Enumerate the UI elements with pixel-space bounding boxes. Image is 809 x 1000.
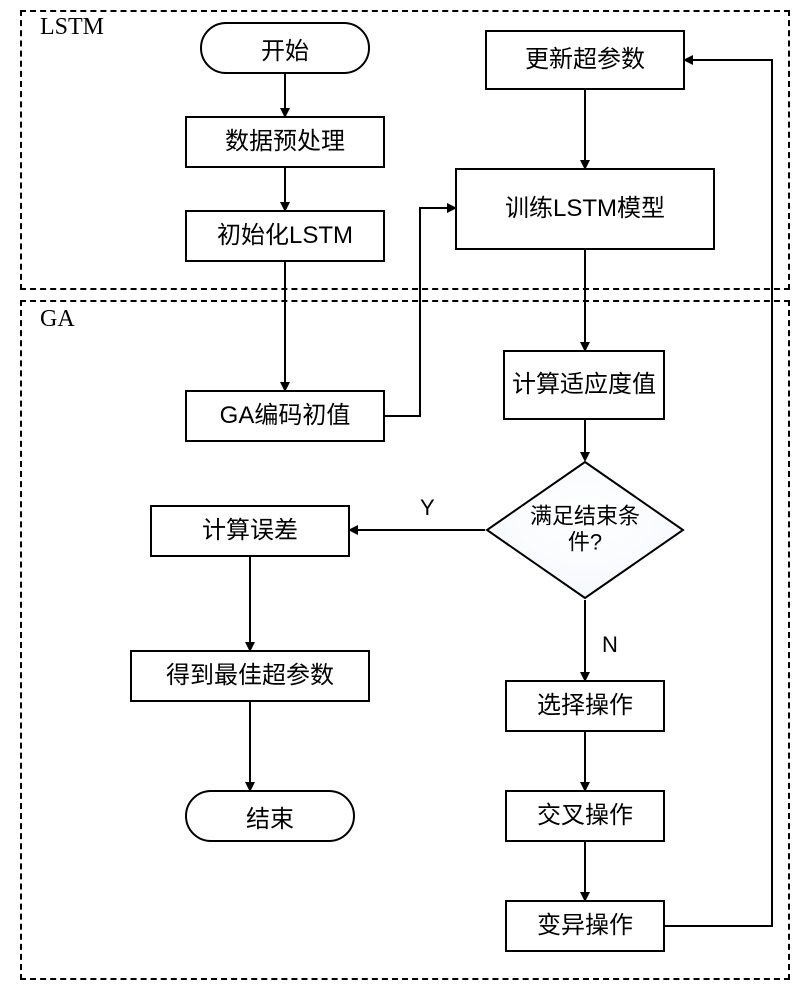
calc-fitness-box: 计算适应度值 (503, 350, 665, 420)
ga-label: GA (36, 306, 79, 333)
mutate-op-box: 变异操作 (505, 900, 665, 952)
calc-error-box: 计算误差 (150, 505, 350, 557)
preprocess-box: 数据预处理 (185, 116, 385, 168)
decision-diamond: 满足结束条件? (485, 460, 685, 600)
update-hp-box: 更新超参数 (485, 30, 685, 90)
ga-section (20, 300, 790, 980)
cross-op-box: 交叉操作 (505, 790, 665, 842)
end-terminal: 结束 (185, 790, 355, 842)
lstm-label: LSTM (36, 14, 108, 41)
no-label: N (600, 632, 620, 658)
ga-encode-box: GA编码初值 (185, 390, 385, 442)
start-terminal: 开始 (200, 22, 370, 74)
init-lstm-box: 初始化LSTM (185, 210, 385, 262)
yes-label: Y (418, 495, 437, 521)
decision-text: 满足结束条件? (520, 504, 650, 557)
select-op-box: 选择操作 (505, 680, 665, 732)
train-lstm-box: 训练LSTM模型 (455, 168, 715, 250)
best-hp-box: 得到最佳超参数 (130, 650, 370, 702)
